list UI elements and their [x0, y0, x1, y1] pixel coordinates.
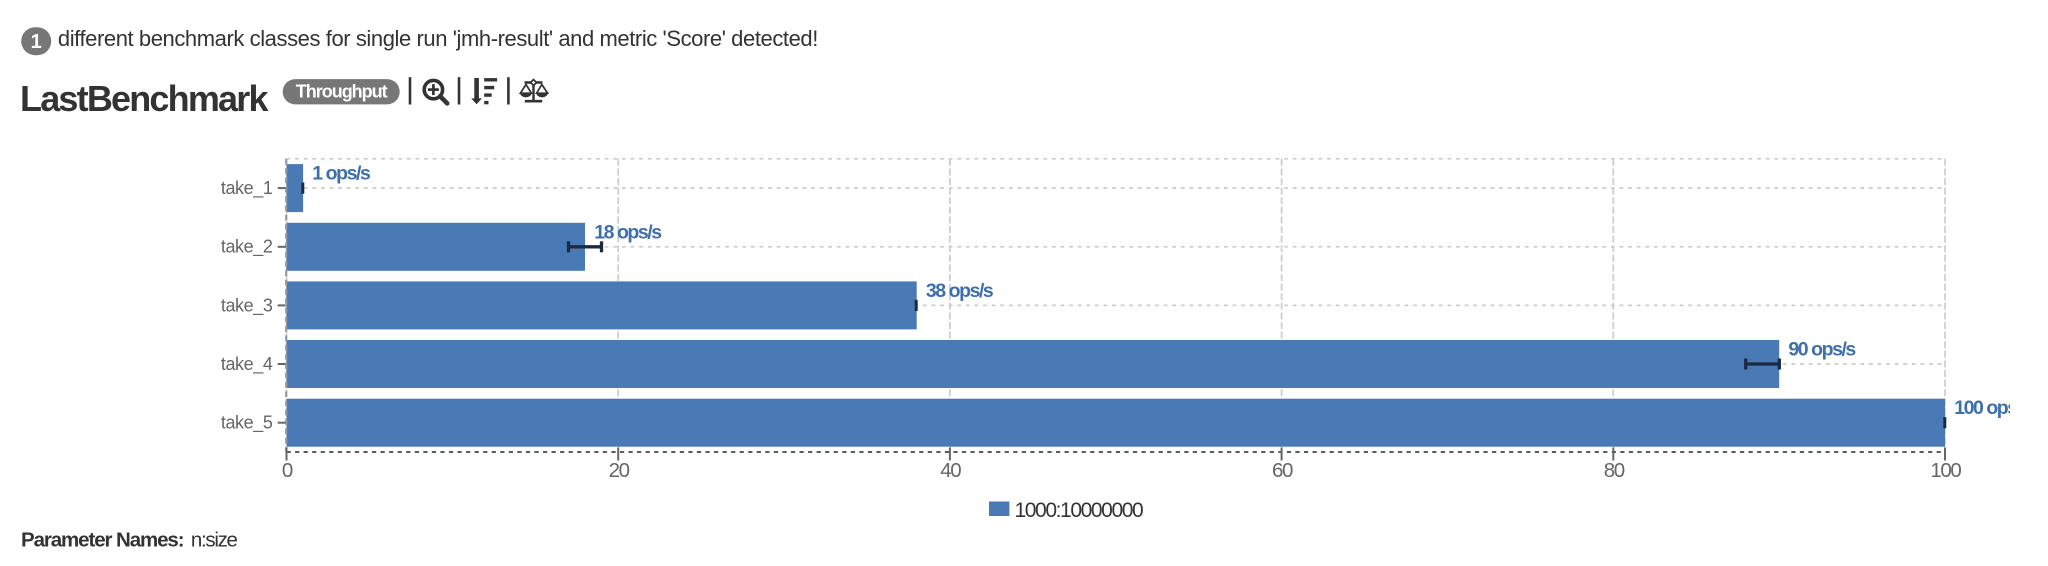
- svg-text:Parameter Names:: Parameter Names:: [21, 528, 183, 551]
- svg-text:take_4: take_4: [221, 354, 273, 375]
- svg-text:18 ops/s: 18 ops/s: [594, 221, 662, 243]
- svg-text:20: 20: [609, 459, 630, 482]
- svg-text:Throughput: Throughput: [296, 81, 388, 101]
- svg-text:80: 80: [1604, 459, 1625, 482]
- svg-text:60: 60: [1272, 459, 1293, 482]
- svg-text:1 ops/s: 1 ops/s: [312, 163, 371, 185]
- svg-text:n:size: n:size: [191, 528, 238, 551]
- svg-text:40: 40: [940, 459, 961, 482]
- svg-text:take_1: take_1: [221, 178, 273, 199]
- svg-text:100 ops/s: 100 ops/s: [1954, 397, 2031, 419]
- svg-text:different benchmark classes fo: different benchmark classes for single r…: [58, 26, 818, 51]
- svg-text:90 ops/s: 90 ops/s: [1788, 339, 1856, 361]
- svg-text:take_5: take_5: [221, 413, 273, 434]
- svg-text:LastBenchmark: LastBenchmark: [20, 78, 269, 119]
- svg-text:38 ops/s: 38 ops/s: [926, 280, 994, 302]
- svg-text:take_3: take_3: [221, 295, 273, 316]
- svg-text:0: 0: [282, 459, 293, 482]
- svg-text:1: 1: [31, 31, 42, 53]
- svg-text:take_2: take_2: [221, 237, 273, 258]
- svg-text:1000:10000000: 1000:10000000: [1015, 499, 1144, 522]
- svg-text:100: 100: [1930, 459, 1961, 482]
